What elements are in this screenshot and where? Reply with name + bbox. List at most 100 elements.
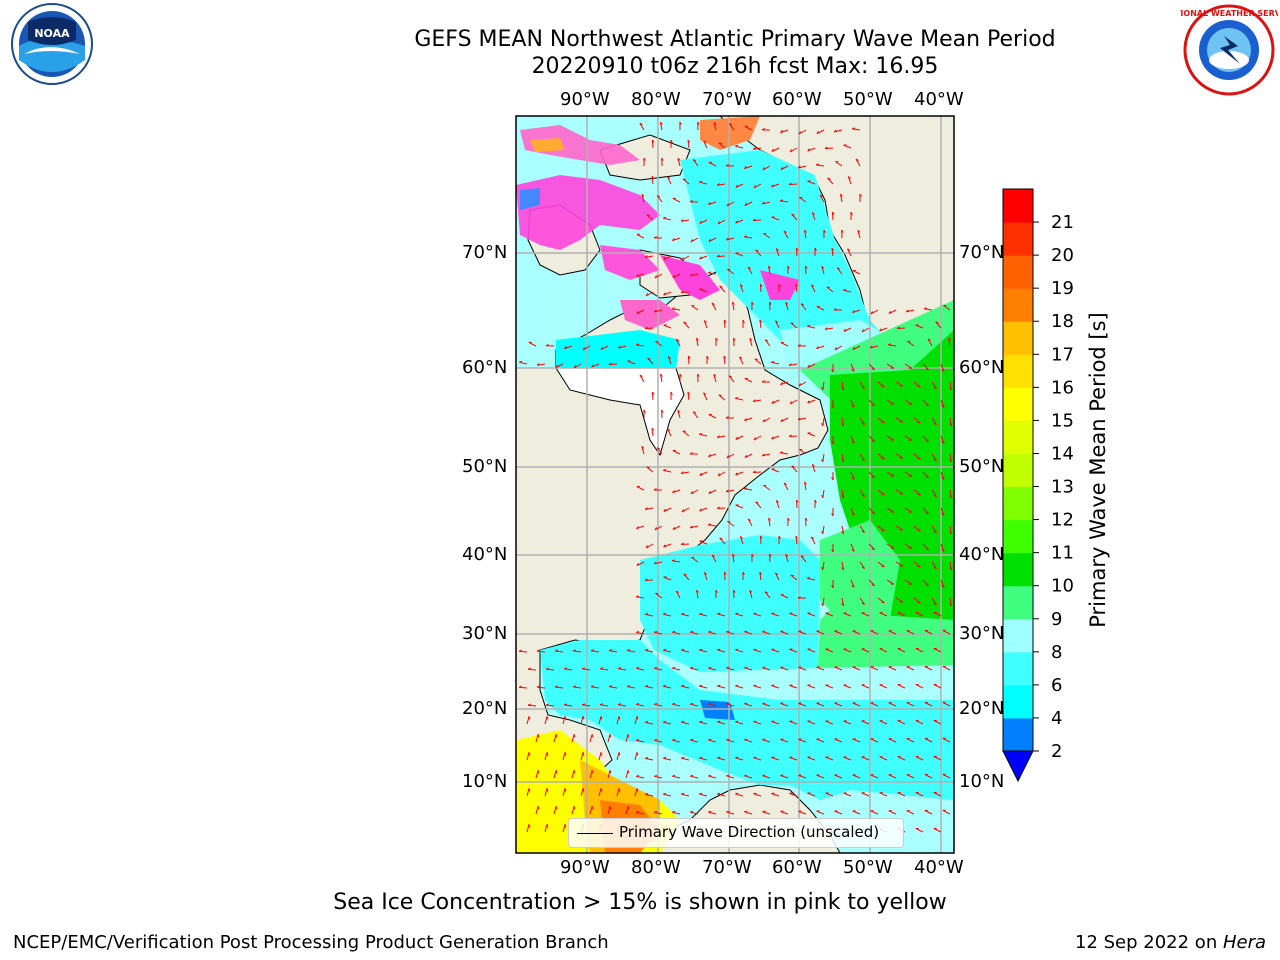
wave-arrow-head: [645, 545, 649, 549]
wave-arrow-head: [941, 405, 945, 408]
wave-arrow: [879, 327, 888, 332]
wave-arrow-head: [536, 649, 540, 652]
wave-arrow-head: [762, 774, 766, 777]
wave-arrow: [771, 793, 780, 797]
wave-arrow-head: [591, 806, 594, 810]
wave-arrow: [852, 270, 861, 275]
wave-arrow-head: [617, 703, 622, 706]
wave-arrow-head: [639, 122, 643, 126]
wave-arrow-head: [654, 667, 658, 669]
wave-arrow: [924, 630, 933, 635]
wave-arrow-head: [871, 368, 875, 371]
wave-arrow-head: [636, 562, 640, 566]
wave-arrow: [931, 453, 937, 461]
wave-arrow: [795, 284, 798, 293]
wave-arrow: [870, 738, 879, 743]
wave-arrow: [713, 374, 717, 383]
wave-arrow: [774, 572, 780, 581]
colorbar: 2 4 6 8 9 10 11 12 13 14 15 16 17 18 19 20 21: [1002, 188, 1074, 783]
wave-arrow: [763, 484, 771, 491]
wave-arrow: [780, 129, 789, 134]
wave-arrow: [859, 561, 866, 569]
wave-arrow: [870, 702, 879, 707]
wave-arrow-head: [762, 738, 766, 741]
lat-label-left: 10°N: [462, 771, 508, 792]
wave-arrow-head: [780, 166, 784, 170]
wave-direction-arrows: [518, 121, 952, 833]
wave-arrow: [711, 554, 717, 563]
wave-arrow-head: [764, 591, 768, 594]
wave-arrow-head: [753, 756, 757, 759]
wave-arrow: [753, 757, 762, 761]
wave-arrow: [699, 255, 708, 260]
wave-arrow-head: [636, 631, 640, 633]
wave-arrow-head: [744, 738, 748, 741]
wave-arrow-head: [692, 411, 697, 414]
wave-arrow: [768, 518, 771, 527]
wave-arrow: [690, 237, 699, 243]
wave-arrow-head: [851, 405, 855, 408]
wave-arrow-head: [690, 239, 694, 243]
wave-arrow-head: [728, 375, 733, 378]
wave-arrow-head: [925, 548, 929, 551]
wave-arrow-head: [680, 471, 684, 474]
wave-arrow: [672, 308, 681, 311]
wave-arrow: [816, 666, 825, 671]
wave-arrow-head: [798, 666, 802, 668]
wave-arrow: [703, 392, 708, 401]
wave-arrow-head: [627, 806, 630, 810]
wave-arrow: [663, 685, 672, 689]
wave-arrow: [795, 247, 798, 257]
wave-arrow: [749, 590, 753, 599]
wave-arrow-head: [771, 792, 775, 794]
wave-arrow-head: [735, 720, 739, 723]
wave-arrow: [825, 327, 834, 330]
wave-arrow: [798, 630, 807, 635]
wave-arrow-head: [546, 716, 549, 720]
wave-arrow-head: [708, 238, 712, 242]
wave-arrow: [825, 648, 834, 653]
wave-arrow: [634, 752, 638, 761]
wave-arrow: [942, 629, 951, 635]
wave-arrow: [798, 702, 807, 707]
wave-arrow-head: [780, 702, 784, 704]
wave-arrow: [672, 237, 681, 242]
wave-arrow: [857, 230, 861, 239]
wave-arrow: [690, 273, 699, 277]
wave-arrow: [717, 613, 726, 617]
wave-arrow: [850, 543, 855, 552]
wave-arrow-head: [840, 193, 843, 197]
wave-arrow: [747, 518, 753, 527]
wave-arrow-head: [857, 229, 861, 233]
wave-arrow: [607, 734, 611, 743]
wave-arrow-head: [795, 247, 799, 251]
wave-arrow-head: [753, 720, 757, 723]
wave-arrow-head: [812, 464, 815, 467]
wave-arrow-head: [645, 613, 649, 615]
colorbar-tick-label: 13: [1051, 477, 1074, 498]
wave-arrow: [904, 399, 913, 405]
wave-arrow-head: [881, 421, 885, 424]
wave-arrow: [861, 720, 870, 725]
wave-arrow-head: [536, 685, 540, 688]
wave-arrow-head: [821, 494, 824, 499]
wave-arrow-head: [821, 530, 824, 535]
wave-arrow: [735, 504, 744, 509]
wave-arrow: [877, 489, 885, 496]
wave-arrow-head: [775, 572, 779, 576]
wave-arrow: [861, 648, 870, 653]
wave-arrow: [933, 684, 942, 689]
wave-arrow-head: [555, 770, 558, 774]
wave-arrow: [852, 774, 861, 779]
wave-arrow: [582, 704, 591, 707]
wave-arrow-head: [617, 667, 622, 670]
wave-arrow: [636, 344, 645, 347]
colorbar-swatch: [1003, 519, 1033, 554]
wave-arrow-head: [791, 213, 795, 216]
wave-arrow: [627, 360, 636, 365]
wave-arrow: [949, 525, 952, 534]
wave-arrow-head: [690, 774, 694, 777]
wave-arrow-head: [881, 529, 885, 532]
wave-arrow: [609, 650, 618, 653]
wave-arrow-head: [546, 824, 549, 828]
